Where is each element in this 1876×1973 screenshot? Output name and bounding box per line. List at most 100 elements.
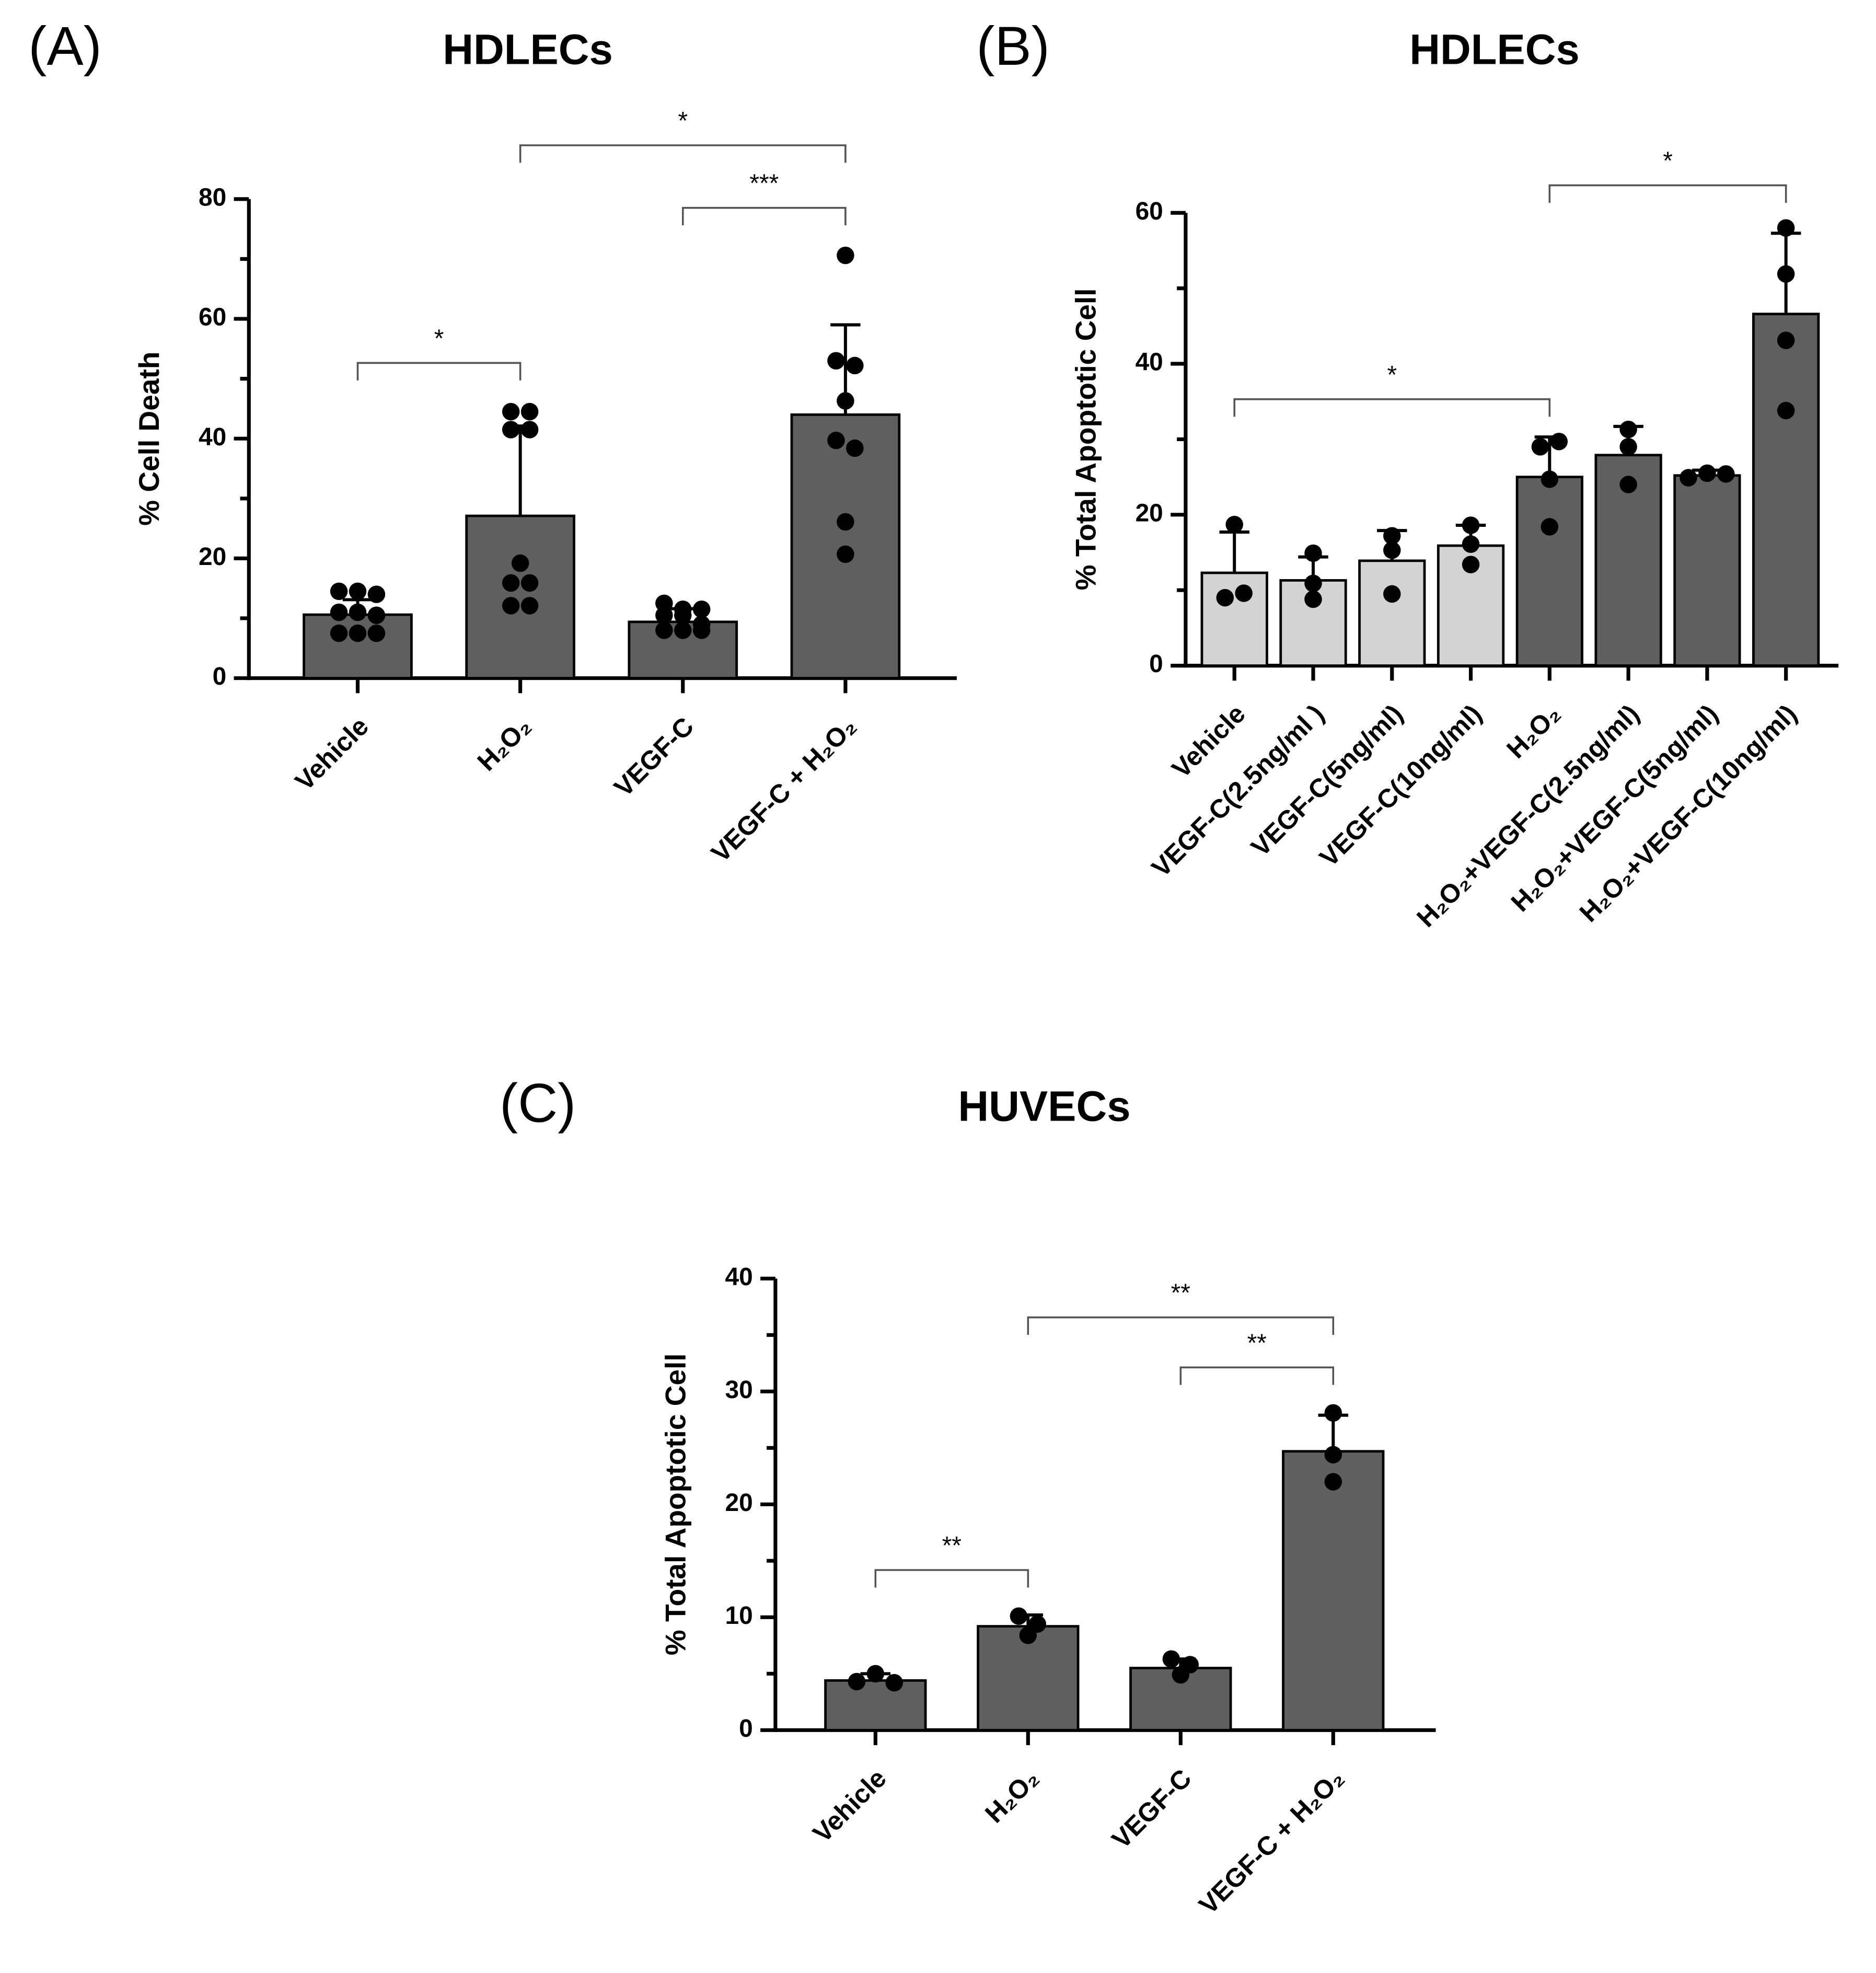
y-axis-label: % Cell Death [133, 352, 165, 526]
y-tick-label: 60 [1136, 198, 1163, 225]
panel-label: (C) [500, 1072, 576, 1134]
data-point [1619, 420, 1637, 439]
data-point [1304, 590, 1322, 608]
data-point [1019, 1626, 1037, 1644]
chart-title: HUVECs [958, 1083, 1130, 1130]
data-point [827, 352, 845, 370]
data-point [885, 1674, 903, 1692]
data-point [520, 421, 539, 439]
significance-bracket [681, 206, 847, 226]
y-tick-label: 0 [739, 1715, 753, 1743]
data-point [692, 621, 711, 639]
data-point [655, 621, 673, 639]
y-tick-label: 30 [725, 1376, 753, 1404]
data-point [655, 606, 673, 624]
significance-label: * [1387, 361, 1397, 389]
data-point [367, 606, 386, 624]
data-point [1550, 432, 1568, 451]
significance-bracket [1233, 398, 1551, 417]
significance-bracket [519, 144, 847, 163]
data-point [846, 439, 864, 457]
data-point [1619, 476, 1637, 493]
data-point [1216, 589, 1234, 607]
bar [1358, 559, 1426, 667]
data-point [866, 1665, 885, 1683]
bar [824, 1679, 927, 1732]
data-point [1777, 331, 1795, 350]
y-tick-label: 20 [725, 1489, 753, 1517]
y-tick-label: 60 [199, 304, 226, 331]
x-tick-label: Vehicle [289, 711, 374, 796]
y-tick-label: 20 [1136, 499, 1163, 527]
significance-bracket [874, 1569, 1029, 1588]
bar [303, 613, 413, 679]
x-tick-label: VEGF-C [1106, 1763, 1197, 1854]
data-point [502, 597, 520, 615]
significance-label: *** [749, 170, 779, 198]
significance-bracket [1027, 1316, 1335, 1335]
data-point [1462, 556, 1480, 573]
data-point [349, 582, 367, 601]
data-point [1777, 401, 1795, 420]
y-tick-label: 20 [199, 543, 226, 571]
x-tick-label: VEGF-C + H₂O₂ [705, 711, 862, 868]
data-point [367, 624, 386, 642]
data-point [520, 597, 539, 615]
data-point [848, 1672, 866, 1691]
x-tick-label: VEGF-C + H₂O₂ [1194, 1763, 1350, 1920]
y-tick-label: 0 [1149, 650, 1163, 678]
data-point [349, 603, 367, 621]
panel-label: (B) [976, 16, 1049, 77]
data-point [1680, 469, 1697, 487]
data-point [1777, 219, 1795, 237]
data-point [330, 603, 348, 621]
significance-label: ** [942, 1532, 962, 1560]
data-point [367, 585, 386, 603]
x-tick-label: H₂O₂ [979, 1763, 1044, 1828]
chart-title: HDLECs [1409, 26, 1579, 73]
panel-label: (A) [28, 16, 101, 77]
data-point [1324, 1446, 1342, 1464]
data-point [330, 582, 348, 601]
significance-bracket [1548, 184, 1787, 203]
x-tick-label: H₂O₂ [1501, 699, 1566, 764]
data-point [1324, 1404, 1342, 1422]
data-point [1698, 464, 1716, 482]
x-tick-label: H₂O₂ [472, 711, 537, 776]
data-point [846, 356, 864, 375]
bar [1752, 313, 1820, 667]
significance-label: * [678, 108, 688, 135]
data-point [1531, 438, 1549, 456]
data-point [330, 624, 348, 642]
data-point [655, 594, 673, 613]
y-tick-label: 40 [725, 1263, 753, 1291]
data-point [1162, 1650, 1180, 1668]
y-tick-label: 40 [199, 423, 226, 451]
x-tick-label: VEGF-C [608, 711, 699, 802]
data-point [692, 601, 711, 618]
significance-label: ** [1171, 1279, 1190, 1307]
data-point [1717, 465, 1735, 483]
y-tick-label: 0 [213, 663, 227, 690]
data-point [1541, 518, 1559, 536]
data-point [1304, 574, 1322, 592]
data-point [1777, 265, 1795, 283]
data-point [827, 431, 845, 449]
data-point [1235, 584, 1253, 602]
significance-label: * [434, 325, 444, 353]
bar [1515, 476, 1583, 667]
bar [465, 514, 575, 679]
data-point [674, 606, 692, 624]
data-point [1304, 544, 1322, 562]
chart-title: HDLECs [443, 26, 612, 73]
data-point [674, 621, 692, 639]
data-point [837, 513, 854, 531]
data-point [502, 574, 520, 592]
x-tick-label: Vehicle [807, 1763, 892, 1848]
data-point [1462, 516, 1480, 534]
data-point [837, 545, 854, 563]
data-point [511, 554, 529, 572]
data-point [1172, 1666, 1190, 1684]
significance-bracket [356, 362, 522, 380]
